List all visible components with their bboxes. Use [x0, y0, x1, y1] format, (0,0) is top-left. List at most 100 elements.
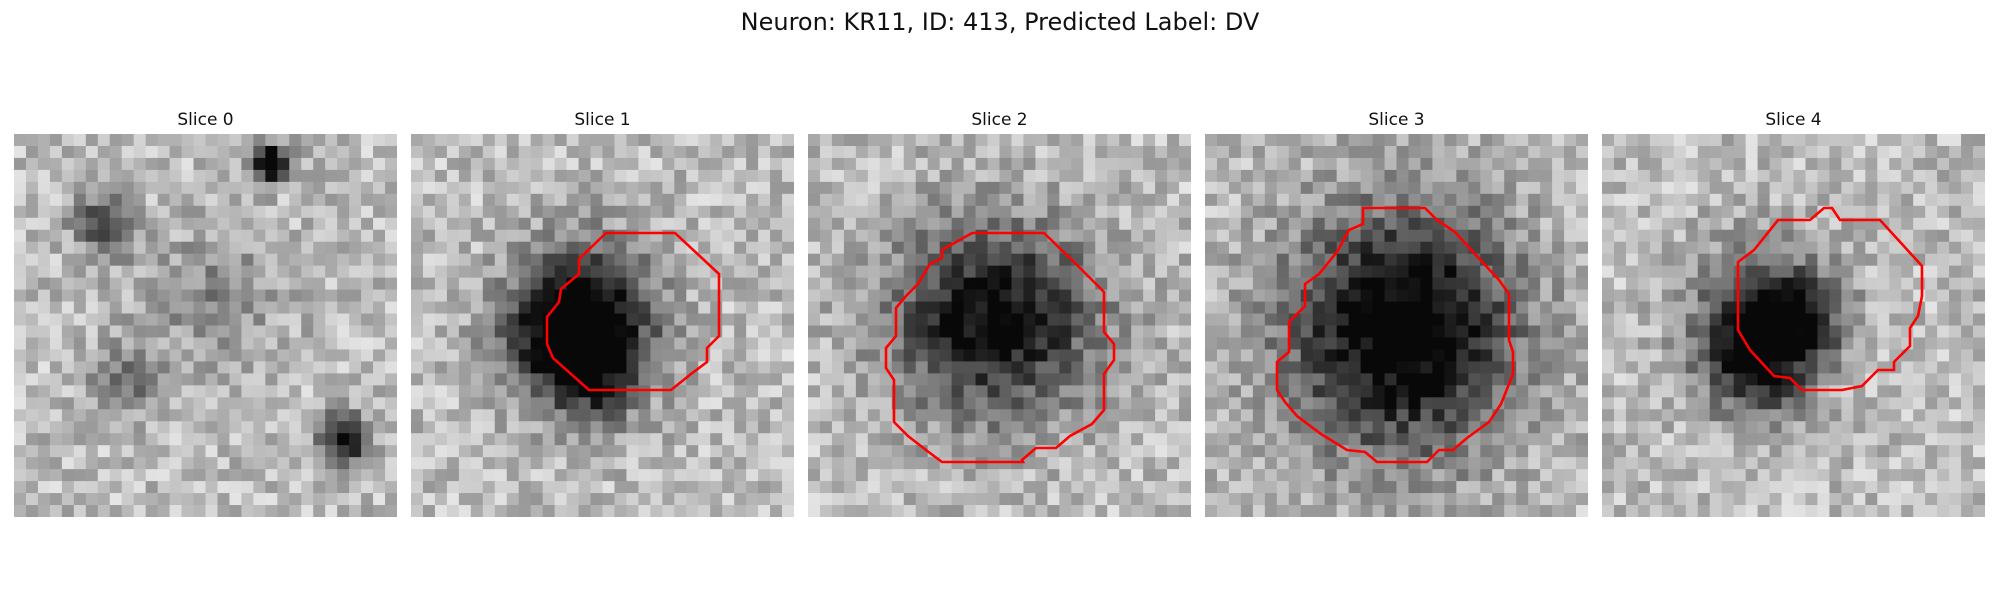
image-pixel: [206, 254, 219, 267]
image-pixel: [349, 481, 362, 494]
image-pixel: [1734, 385, 1747, 398]
image-pixel: [337, 493, 350, 506]
image-pixel: [1131, 493, 1144, 506]
image-pixel: [1241, 182, 1254, 195]
image-pixel: [940, 146, 953, 159]
image-pixel: [1000, 290, 1013, 303]
image-pixel: [603, 433, 616, 446]
image-pixel: [447, 314, 460, 327]
image-pixel: [301, 194, 314, 207]
image-pixel: [1961, 314, 1974, 327]
image-pixel: [1217, 206, 1230, 219]
image-pixel: [1949, 170, 1962, 183]
image-pixel: [1179, 314, 1191, 327]
image-pixel: [98, 373, 111, 386]
image-pixel: [555, 397, 568, 410]
image-pixel: [495, 314, 508, 327]
image-pixel: [638, 493, 651, 506]
image-pixel: [662, 337, 675, 350]
image-pixel: [1325, 218, 1338, 231]
image-pixel: [495, 242, 508, 255]
image-pixel: [1289, 230, 1302, 243]
image-pixel: [519, 230, 532, 243]
image-pixel: [86, 457, 99, 470]
image-pixel: [1229, 457, 1242, 470]
image-pixel: [158, 433, 171, 446]
image-pixel: [1516, 349, 1529, 362]
image-pixel: [603, 242, 616, 255]
image-pixel: [591, 278, 604, 291]
image-pixel: [14, 433, 27, 446]
image-pixel: [411, 445, 424, 458]
image-pixel: [650, 146, 663, 159]
image-pixel: [1205, 349, 1218, 362]
image-pixel: [1229, 314, 1242, 327]
image-pixel: [988, 373, 1001, 386]
image-pixel: [134, 290, 147, 303]
image-pixel: [1373, 361, 1386, 374]
image-pixel: [988, 493, 1001, 506]
image-pixel: [158, 206, 171, 219]
image-pixel: [423, 457, 436, 470]
image-pixel: [206, 409, 219, 422]
image-pixel: [1552, 421, 1565, 434]
image-pixel: [1626, 266, 1639, 279]
image-pixel: [710, 457, 723, 470]
image-pixel: [241, 397, 254, 410]
image-pixel: [206, 134, 219, 147]
image-pixel: [1829, 266, 1842, 279]
image-pixel: [1301, 373, 1314, 386]
image-pixel: [1011, 361, 1024, 374]
image-pixel: [832, 254, 845, 267]
image-pixel: [1805, 182, 1818, 195]
image-pixel: [1937, 290, 1950, 303]
image-pixel: [916, 326, 929, 339]
image-pixel: [1782, 326, 1795, 339]
image-pixel: [1143, 242, 1156, 255]
image-pixel: [1361, 326, 1374, 339]
image-pixel: [483, 326, 496, 339]
image-pixel: [1540, 433, 1553, 446]
image-pixel: [1480, 326, 1493, 339]
image-pixel: [385, 278, 397, 291]
image-pixel: [868, 385, 881, 398]
image-pixel: [1289, 385, 1302, 398]
image-pixel: [1397, 469, 1410, 482]
image-pixel: [1301, 134, 1314, 147]
image-pixel: [770, 409, 783, 422]
image-pixel: [770, 302, 783, 315]
image-pixel: [626, 266, 639, 279]
image-pixel: [1059, 445, 1072, 458]
image-pixel: [1420, 230, 1433, 243]
image-pixel: [1686, 337, 1699, 350]
image-pixel: [1602, 409, 1615, 422]
image-pixel: [74, 266, 87, 279]
image-pixel: [1758, 409, 1771, 422]
image-pixel: [1277, 445, 1290, 458]
image-pixel: [698, 314, 711, 327]
image-pixel: [1167, 254, 1180, 267]
image-pixel: [579, 158, 592, 171]
image-pixel: [1758, 158, 1771, 171]
image-pixel: [1925, 290, 1938, 303]
image-pixel: [770, 397, 783, 410]
image-pixel: [265, 505, 278, 517]
image-pixel: [976, 433, 989, 446]
image-pixel: [1576, 397, 1588, 410]
image-pixel: [158, 170, 171, 183]
image-pixel: [543, 182, 556, 195]
image-pixel: [385, 254, 397, 267]
image-pixel: [1361, 230, 1374, 243]
image-pixel: [50, 146, 63, 159]
image-pixel: [1444, 469, 1457, 482]
image-pixel: [1746, 218, 1759, 231]
image-pixel: [1710, 337, 1723, 350]
image-pixel: [770, 134, 783, 147]
image-pixel: [1456, 457, 1469, 470]
image-pixel: [1564, 349, 1577, 362]
image-pixel: [868, 314, 881, 327]
image-pixel: [1865, 134, 1878, 147]
image-pixel: [710, 397, 723, 410]
image-pixel: [1877, 326, 1890, 339]
image-pixel: [373, 481, 386, 494]
